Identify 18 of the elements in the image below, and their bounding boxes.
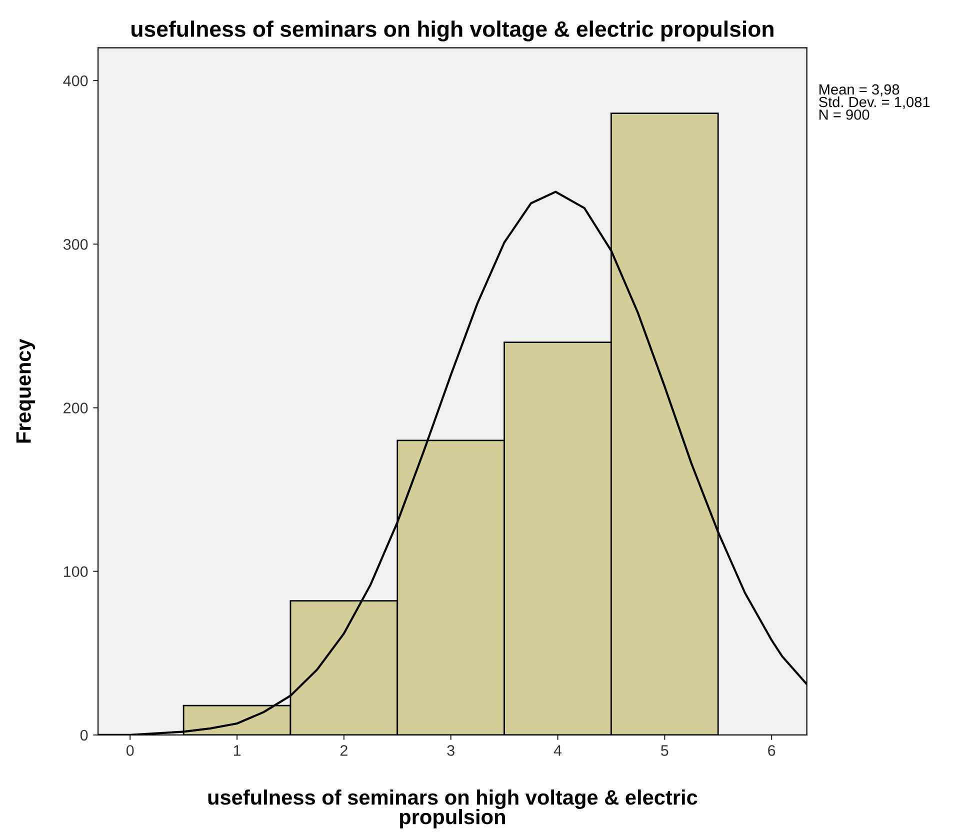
x-tick-label: 5 — [661, 745, 668, 756]
y-tick-label: 400 — [63, 75, 88, 86]
x-tick-label: 3 — [447, 745, 454, 756]
chart-title: usefulness of seminars on high voltage & electric propulsion — [132, 20, 774, 42]
text: Mean = 3,98 — [820, 84, 900, 96]
x-tick-label: 1 — [234, 745, 241, 756]
y-tick-label: 0 — [80, 730, 88, 741]
y-tick-label: 300 — [63, 239, 88, 250]
y-axis-title: Frequency — [16, 338, 36, 443]
y-tick-label: 200 — [64, 402, 88, 414]
x-axis-title: usefulness of seminars on high voltage & electric propulsion — [208, 789, 698, 828]
text: N = 900 — [820, 109, 870, 120]
x-tick-label: 6 — [768, 745, 776, 756]
y-tick-label: 100 — [64, 566, 88, 578]
x-tick-label: 4 — [554, 745, 562, 756]
x-tick-label: 2 — [340, 745, 348, 756]
x-tick-label: 0 — [126, 745, 134, 756]
text: Std. Dev. = 1,081 — [818, 96, 930, 109]
